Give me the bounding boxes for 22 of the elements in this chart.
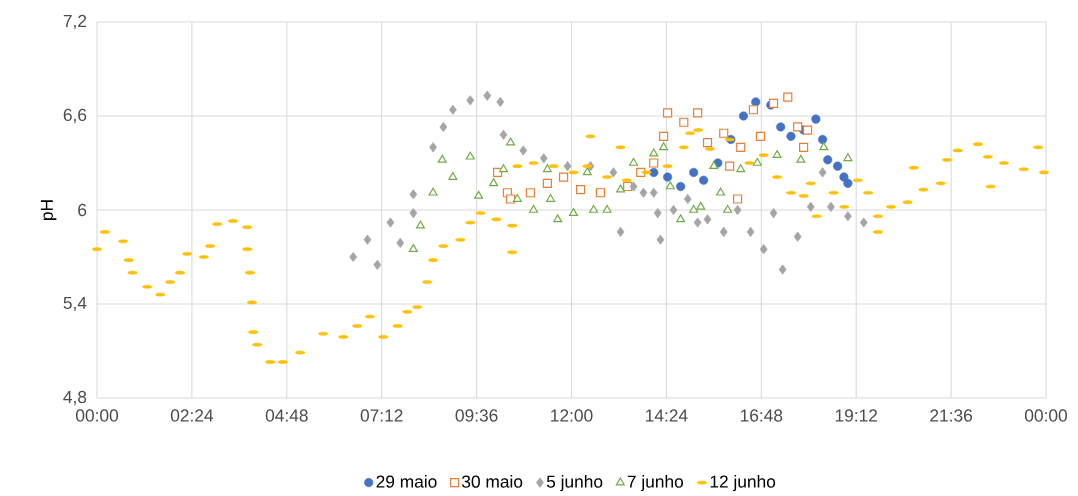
- x-tick-label: 19:12: [835, 409, 877, 422]
- x-tick-label: 04:48: [265, 409, 308, 422]
- x-tick-label: 14:24: [646, 409, 688, 422]
- y-axis-title: pH: [40, 200, 57, 221]
- y-tick-label: 5,4: [63, 297, 87, 312]
- legend-label: 29 maio: [376, 475, 437, 488]
- legend-label: 7 junho: [627, 475, 684, 492]
- x-tick-label: 00:00: [1024, 409, 1068, 422]
- x-tick-label: 09:36: [455, 409, 498, 422]
- x-tick-label: 12:00: [551, 409, 593, 422]
- x-tick-label: 00:00: [76, 409, 119, 422]
- y-tick-label: 4,8: [63, 391, 87, 406]
- x-tick-label: 07:12: [360, 409, 403, 422]
- x-tick-label: 16:48: [740, 409, 783, 422]
- x-tick-label: 21:36: [930, 409, 973, 422]
- y-tick-label: 6: [78, 204, 87, 217]
- y-tick-label: 7,2: [63, 15, 87, 30]
- legend-label: 12 junho: [710, 475, 776, 492]
- legend-label: 30 maio: [461, 475, 523, 488]
- y-tick-label: 6,6: [63, 109, 87, 124]
- legend-label: 5 junho: [546, 475, 603, 492]
- x-tick-label: 02:24: [170, 409, 214, 422]
